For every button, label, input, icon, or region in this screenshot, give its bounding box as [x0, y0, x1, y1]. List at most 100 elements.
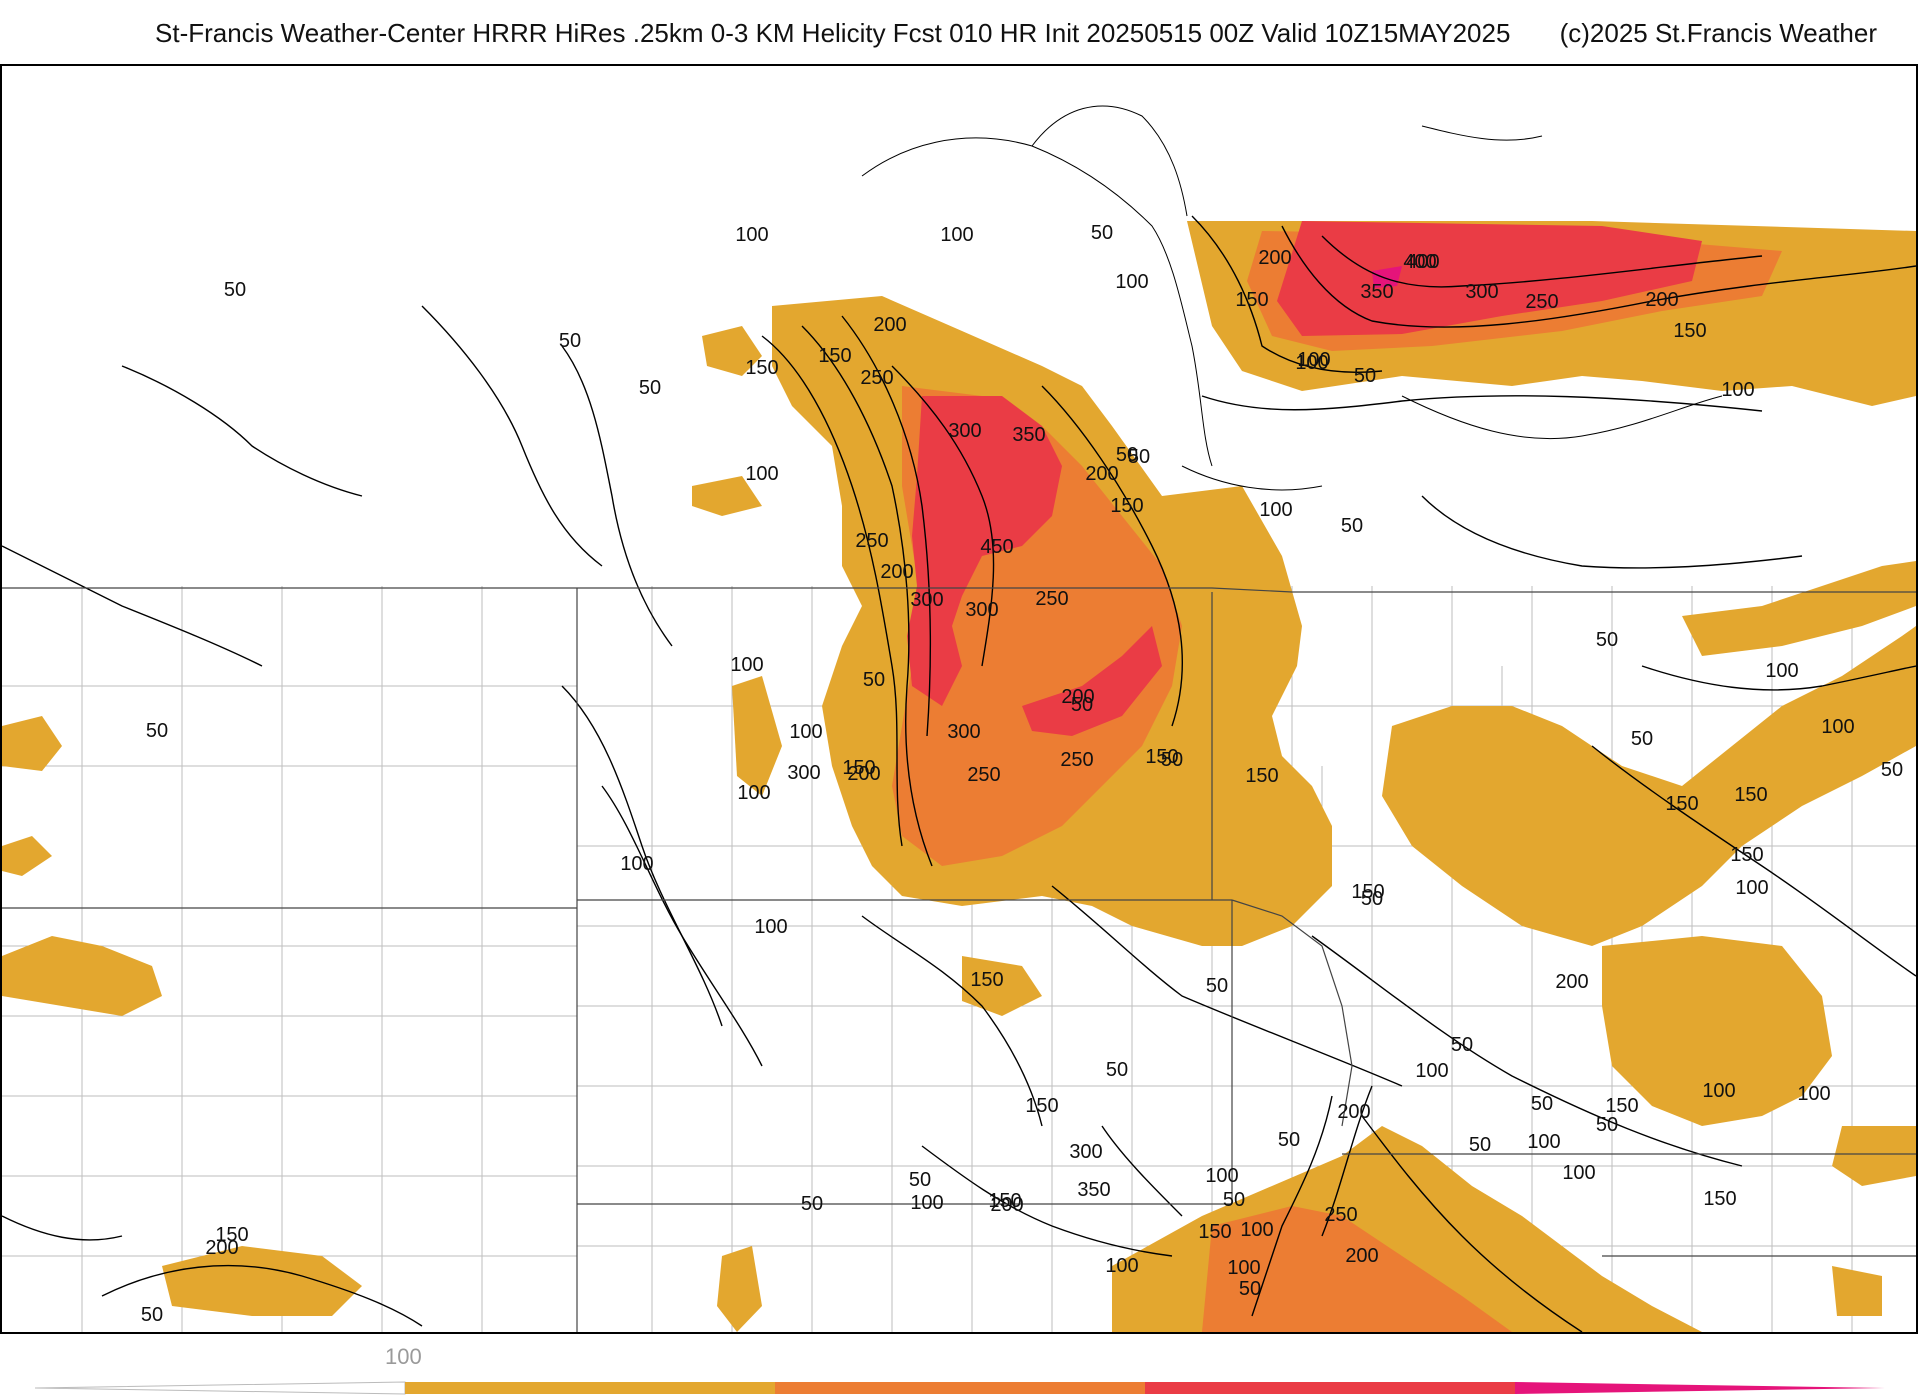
contour-label: 200 — [1645, 289, 1678, 311]
contour-label: 50 — [1451, 1034, 1473, 1056]
shade-southeast-orange — [1202, 1206, 1512, 1332]
colorbar-ramp — [34, 1381, 1885, 1395]
contour-label: 100 — [1259, 499, 1292, 521]
contour-label: 150 — [1665, 793, 1698, 815]
contour-label: 50 — [1631, 728, 1653, 750]
colorbar-segment-250 — [1145, 1382, 1515, 1394]
contour-label: 100 — [1765, 660, 1798, 682]
map-header: St-Francis Weather-Center HRRR HiRes .25… — [0, 14, 1920, 54]
contour-label: 50 — [1354, 365, 1376, 387]
contour-label: 50 — [1596, 629, 1618, 651]
contour-label: 250 — [855, 530, 888, 552]
copyright-credit: (c)2025 St.Francis Weather — [1559, 18, 1877, 48]
contour-label: 50 — [1469, 1134, 1491, 1156]
contour-label: 150 — [1730, 844, 1763, 866]
contour-label: 150 — [818, 345, 851, 367]
shade-west-5 — [702, 326, 762, 376]
contour-label: 150 — [1673, 320, 1706, 342]
contour-label: 300 — [910, 589, 943, 611]
contour-label: 200 — [1061, 686, 1094, 708]
contour-label: 100 — [620, 853, 653, 875]
contour-label: 150 — [215, 1224, 248, 1246]
state-boundaries — [2, 587, 1916, 1332]
shade-west-8 — [717, 1246, 762, 1332]
contour-label: 200 — [847, 763, 880, 785]
contour-label: 50 — [1278, 1129, 1300, 1151]
shade-east-2 — [1682, 561, 1916, 656]
contour-label: 100 — [745, 463, 778, 485]
contour-label: 400 — [1406, 251, 1439, 273]
contour-label: 300 — [947, 721, 980, 743]
contour-label: 100 — [1562, 1162, 1595, 1184]
contour-label: 100 — [1797, 1083, 1830, 1105]
contour-label: 50 — [639, 377, 661, 399]
contour-label: 200 — [205, 1237, 238, 1259]
colorbar: 100 — [0, 1336, 1920, 1400]
contour-label: 50 — [1223, 1189, 1245, 1211]
contour-label: 100 — [1297, 349, 1330, 371]
shade-northeast-magenta — [1372, 266, 1402, 288]
contour-label: 150 — [1025, 1095, 1058, 1117]
shade-west-9 — [962, 956, 1042, 1016]
contour-label: 100 — [940, 224, 973, 246]
contour-label: 100 — [754, 916, 787, 938]
contour-label: 250 — [1060, 749, 1093, 771]
contour-label: 100 — [1295, 352, 1328, 374]
contour-label: 50 — [1106, 1059, 1128, 1081]
contour-label: 100 — [1721, 379, 1754, 401]
contour-label: 100 — [1115, 271, 1148, 293]
helicity-contours — [2, 215, 1916, 1332]
contour-label: 150 — [1351, 881, 1384, 903]
contour-label: 100 — [730, 654, 763, 676]
contour-label: 100 — [1735, 877, 1768, 899]
contour-label: 50 — [224, 279, 246, 301]
contour-label: 300 — [787, 762, 820, 784]
contour-label: 50 — [909, 1169, 931, 1191]
contour-label: 100 — [910, 1192, 943, 1214]
contour-label: 200 — [990, 1194, 1023, 1216]
colorbar-segment-350 — [1515, 1382, 1885, 1394]
contour-label: 150 — [1198, 1221, 1231, 1243]
shade-east-3 — [1602, 936, 1832, 1126]
colorbar-label-100: 100 — [385, 1344, 422, 1369]
contour-label: 50 — [1596, 1114, 1618, 1136]
shade-west-2 — [2, 836, 52, 876]
contour-label: 150 — [745, 357, 778, 379]
contour-label: 50 — [1091, 222, 1113, 244]
contour-label: 150 — [1235, 289, 1268, 311]
contour-label: 350 — [1077, 1179, 1110, 1201]
contour-label: 200 — [880, 561, 913, 583]
colorbar-segment-150 — [775, 1382, 1145, 1394]
contour-label: 150 — [1145, 746, 1178, 768]
contour-label: 450 — [980, 536, 1013, 558]
shade-west-7 — [732, 676, 782, 796]
contour-label: 100 — [735, 224, 768, 246]
contour-label: 250 — [1525, 291, 1558, 313]
contour-label: 150 — [842, 757, 875, 779]
contour-label: 50 — [1071, 694, 1093, 716]
contour-label: 150 — [1605, 1095, 1638, 1117]
contour-label: 300 — [1465, 281, 1498, 303]
shade-west-4 — [162, 1246, 362, 1316]
contour-label: 300 — [948, 420, 981, 442]
contour-label: 200 — [1258, 247, 1291, 269]
contour-label: 50 — [1881, 759, 1903, 781]
colorbar-segment-100 — [405, 1382, 775, 1394]
contour-label: 200 — [1555, 971, 1588, 993]
colorbar-low-tail — [34, 1381, 406, 1395]
contour-label: 100 — [1105, 1255, 1138, 1277]
contour-label: 50 — [1128, 446, 1150, 468]
contour-label: 100 — [1415, 1060, 1448, 1082]
contour-label: 200 — [1085, 463, 1118, 485]
contour-label: 200 — [873, 314, 906, 336]
shade-northeast-red — [1277, 221, 1702, 336]
contour-label: 250 — [860, 367, 893, 389]
contour-label: 200 — [1345, 1245, 1378, 1267]
shade-east-4 — [1832, 1126, 1916, 1186]
contour-label: 100 — [789, 721, 822, 743]
contour-label: 350 — [1360, 281, 1393, 303]
shade-west-6 — [692, 476, 762, 516]
contour-label: 150 — [1734, 784, 1767, 806]
contour-label: 150 — [1245, 765, 1278, 787]
